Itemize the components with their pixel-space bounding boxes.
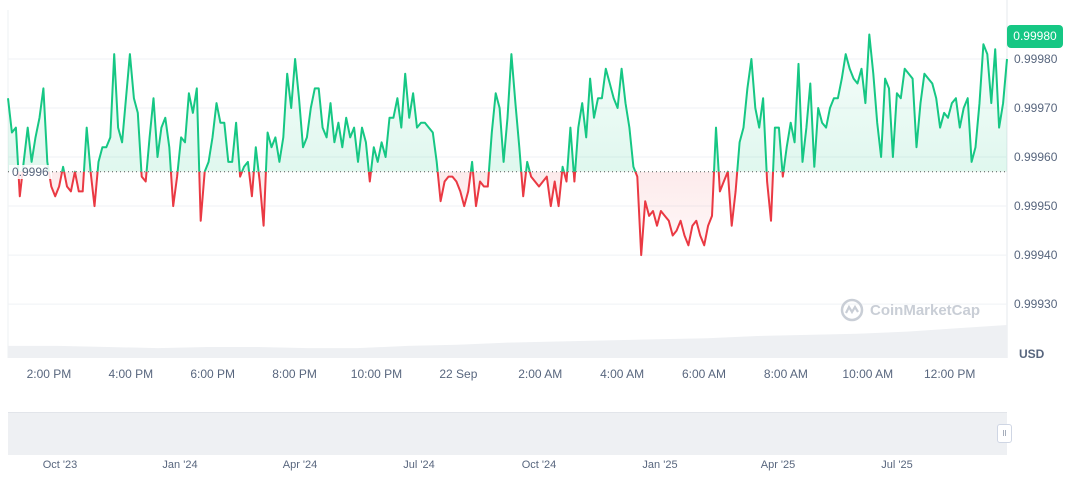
- x-tick-label: 8:00 AM: [763, 367, 808, 381]
- currency-label: USD: [1019, 347, 1045, 361]
- x-tick-label: 6:00 PM: [190, 367, 236, 381]
- y-tick-label: 0.99980: [1014, 52, 1058, 66]
- y-tick-label: 0.99930: [1014, 297, 1058, 312]
- coinmarketcap-watermark: CoinMarketCap: [840, 298, 980, 322]
- navigator-tick-label: Apr '25: [760, 459, 796, 471]
- y-tick-label: 0.99960: [1014, 150, 1058, 165]
- area-above-baseline: [8, 34, 1007, 172]
- x-tick-label: 4:00 PM: [108, 367, 154, 381]
- x-tick-label: 12:00 PM: [923, 367, 976, 381]
- x-tick-label: 6:00 AM: [682, 367, 727, 381]
- y-tick-label: 0.99950: [1014, 199, 1058, 214]
- x-tick-label: 2:00 PM: [26, 367, 72, 381]
- navigator-tick-label: Oct '24: [521, 459, 557, 471]
- x-tick-label: 8:00 PM: [272, 367, 317, 381]
- current-price-badge: 0.99980: [1007, 25, 1063, 48]
- x-tick-label: 10:00 PM: [350, 367, 403, 381]
- baseline-label: 0.9996: [9, 165, 52, 179]
- navigator-tick-label: Apr '24: [282, 459, 318, 471]
- navigator-tick-label: Oct '23: [42, 459, 78, 471]
- navigator-tick-label: Jan '24: [162, 459, 198, 471]
- price-line-up: [7, 33, 1008, 172]
- volume-area: [8, 325, 1007, 358]
- coinmarketcap-logo-icon: [840, 298, 864, 322]
- price-line-down: [17, 171, 785, 257]
- navigator-tick-label: Jul '24: [403, 459, 435, 471]
- area-below-baseline: [18, 171, 784, 256]
- time-range-navigator[interactable]: [8, 412, 1007, 455]
- x-tick-label: 10:00 AM: [842, 367, 894, 381]
- watermark-text: CoinMarketCap: [870, 301, 981, 319]
- navigator-tick-label: Jul '25: [881, 459, 913, 471]
- x-tick-label: 2:00 AM: [518, 367, 563, 381]
- navigator-tick-label: Jan '25: [642, 459, 678, 471]
- navigator-handle[interactable]: II: [997, 424, 1012, 443]
- x-tick-label: 4:00 AM: [600, 367, 645, 381]
- y-tick-label: 0.99970: [1014, 101, 1058, 116]
- y-tick-label: 0.99940: [1014, 248, 1058, 263]
- x-tick-label: 22 Sep: [439, 367, 478, 381]
